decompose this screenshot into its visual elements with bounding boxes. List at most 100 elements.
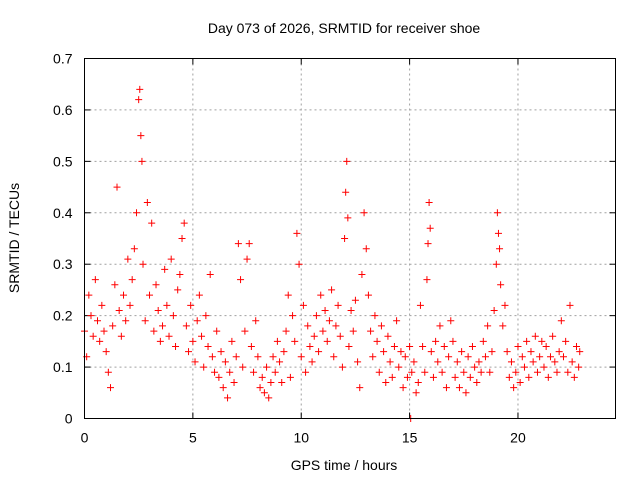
axis-ticks <box>84 58 616 419</box>
data-point <box>332 322 340 330</box>
data-point <box>575 363 583 371</box>
data-point <box>204 343 212 350</box>
data-point <box>520 363 528 371</box>
data-point <box>328 286 336 294</box>
data-point <box>468 343 476 350</box>
data-point <box>167 255 175 263</box>
data-point <box>466 373 474 381</box>
data-point <box>146 291 154 299</box>
data-point <box>460 368 468 376</box>
data-point <box>559 353 567 361</box>
data-point <box>302 368 310 376</box>
data-point <box>380 348 388 356</box>
data-point <box>566 301 574 309</box>
data-point <box>130 245 138 253</box>
data-point <box>120 291 128 299</box>
x-tick-label: 15 <box>402 430 418 446</box>
data-point <box>475 358 483 366</box>
data-point <box>384 332 392 340</box>
data-point <box>570 373 578 381</box>
data-point <box>198 332 206 340</box>
data-point <box>284 291 292 299</box>
plot-frame <box>84 58 616 419</box>
data-point <box>494 229 502 237</box>
data-point <box>163 301 171 309</box>
data-point <box>291 337 299 345</box>
data-point <box>496 245 504 253</box>
data-point <box>180 219 188 227</box>
data-point <box>551 358 559 366</box>
data-point <box>373 337 381 345</box>
chart-title: Day 073 of 2026, SRMTID for receiver sho… <box>208 20 481 36</box>
data-point <box>297 353 305 361</box>
data-point <box>349 327 357 335</box>
data-point <box>458 348 466 356</box>
data-point <box>156 337 164 345</box>
data-point <box>161 265 169 273</box>
data-point <box>228 337 236 345</box>
data-point <box>323 337 331 345</box>
data-point <box>102 348 110 356</box>
data-point <box>390 343 398 350</box>
data-point <box>345 343 353 350</box>
data-point <box>421 368 429 376</box>
data-point <box>85 291 93 299</box>
data-point <box>536 353 544 361</box>
data-point <box>397 348 405 356</box>
data-point <box>263 363 271 371</box>
data-point <box>486 368 494 376</box>
data-point <box>527 348 535 356</box>
y-tick-label: 0.7 <box>53 51 73 67</box>
data-point <box>484 322 492 330</box>
data-point <box>531 332 539 340</box>
data-point <box>360 209 368 217</box>
data-point <box>152 281 160 289</box>
data-point <box>464 353 472 361</box>
data-point <box>172 343 180 350</box>
data-point <box>416 301 424 309</box>
data-point <box>312 312 320 320</box>
grid-lines <box>84 58 616 419</box>
data-point <box>245 240 253 248</box>
y-tick-label: 0.3 <box>53 256 73 272</box>
data-point <box>499 322 507 330</box>
data-point <box>440 343 448 350</box>
data-point <box>89 332 97 340</box>
data-point <box>377 322 385 330</box>
data-point <box>425 199 433 206</box>
data-point <box>206 271 214 278</box>
data-point <box>148 219 156 227</box>
data-point <box>341 235 349 242</box>
data-point <box>351 296 359 304</box>
data-point <box>187 301 195 309</box>
data-point <box>321 307 329 314</box>
data-point <box>91 276 99 284</box>
data-point <box>455 384 463 392</box>
data-point <box>330 353 338 361</box>
data-point <box>224 394 232 402</box>
data-point <box>358 271 366 278</box>
data-point <box>572 343 580 350</box>
data-point <box>523 337 531 345</box>
data-point <box>295 260 303 268</box>
data-point <box>354 358 362 366</box>
data-point <box>367 327 375 335</box>
data-point <box>424 240 432 248</box>
data-point <box>338 363 346 371</box>
data-point <box>182 322 190 330</box>
data-point <box>308 358 316 366</box>
data-point <box>414 379 422 386</box>
y-tick-label: 0.5 <box>53 153 73 169</box>
data-point <box>137 132 145 140</box>
data-point <box>111 281 119 289</box>
data-point <box>533 368 541 376</box>
data-point <box>241 327 249 335</box>
data-point <box>269 353 277 361</box>
data-point <box>193 317 201 325</box>
data-point <box>139 260 147 268</box>
data-point <box>510 384 518 392</box>
data-point <box>96 337 104 345</box>
data-point <box>221 358 229 366</box>
data-point <box>174 286 182 294</box>
data-point <box>546 353 554 361</box>
